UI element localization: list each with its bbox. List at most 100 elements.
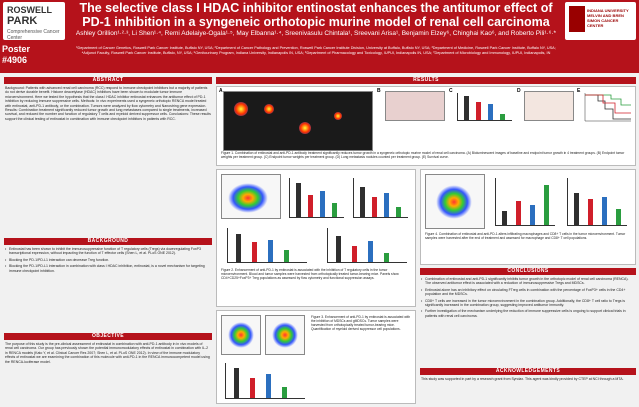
bar-entinostat <box>588 199 593 225</box>
list-item: Entinostat alone has an inhibitory effec… <box>421 288 635 297</box>
bar-anti-pd1 <box>320 191 325 217</box>
bar-entinostat <box>476 102 481 120</box>
tumor-signal-icon <box>234 102 248 116</box>
panel-label-d: D <box>517 88 521 94</box>
bar-combination <box>396 207 401 217</box>
macrophage-chart <box>567 178 627 226</box>
poster-header: ROSWELL PARK Comprehensive Cancer Center… <box>0 0 639 73</box>
density-plot-icon <box>272 322 298 348</box>
bar-anti-pd1 <box>266 374 271 398</box>
poster-number: Poster #4906 <box>2 44 38 66</box>
list-item: Combination of entinostat and anti-PD-1 … <box>421 277 635 286</box>
bar-combination <box>284 250 289 262</box>
background-list: Entinostat has been shown to inhibit the… <box>5 247 211 329</box>
author-list: Ashley Orillion¹·²·³, Li Shen¹·⁴, Remi A… <box>75 30 557 37</box>
bioluminescence-images <box>223 91 373 151</box>
figure-2: Figure 2. Enhancement of anti-PD-1 by en… <box>216 169 416 307</box>
mdsc-chart <box>225 363 305 399</box>
bar-entinostat <box>372 197 377 217</box>
bar-anti-pd1 <box>602 197 607 225</box>
bar-entinostat <box>250 378 255 398</box>
figure-2-caption: Figure 2. Enhancement of anti-PD-1 by en… <box>221 268 399 281</box>
bar-control <box>336 236 341 262</box>
treg-blood-chart <box>289 178 344 218</box>
results-heading: RESULTS <box>216 77 636 84</box>
bar-entinostat <box>252 242 257 262</box>
objective-text: The purpose of this study is the pre-cli… <box>5 342 210 364</box>
foxp3-chart <box>327 228 407 263</box>
bar-combination <box>616 209 621 225</box>
indiana-university-logo: INDIANA UNIVERSITY MELVIN AND BREN SIMON… <box>565 2 636 40</box>
affiliations: ¹Department of Cancer Genetics, Roswell … <box>76 46 556 55</box>
bar-combination <box>500 114 505 120</box>
objective-heading: OBJECTIVE <box>4 333 212 340</box>
density-plot-icon <box>436 185 472 219</box>
bar-combination <box>544 185 549 225</box>
tumor-signal-icon <box>334 112 342 120</box>
list-item: Further investigation of the mechanism u… <box>421 309 635 318</box>
bar-control <box>360 187 365 217</box>
flow-plot <box>221 174 281 219</box>
figure-3-caption: Figure 3. Enhancement of anti-PD-1 by en… <box>311 315 411 332</box>
figure-1-caption: Figure 1. Combination of entinostat and … <box>221 151 625 160</box>
abstract-text: Background: Patients with advanced renal… <box>5 86 211 121</box>
bar-control <box>296 183 301 217</box>
bar-control <box>574 193 579 225</box>
tumor-weight-chart <box>457 93 512 121</box>
bar-anti-pd1 <box>368 241 373 262</box>
poster-label: Poster <box>2 44 31 54</box>
bar-control <box>234 368 239 398</box>
panel-label-c: C <box>449 88 453 94</box>
logo-text-1: ROSWELL <box>7 5 52 15</box>
cd8-chart <box>495 178 555 226</box>
density-plot-icon <box>228 322 254 348</box>
bar-entinostat <box>308 195 313 217</box>
bar-control <box>502 211 507 225</box>
figure-4-caption: Figure 4. Combination of entinostat and … <box>425 232 626 241</box>
bar-anti-pd1 <box>530 205 535 225</box>
figure-4: Figure 4. Combination of entinostat and … <box>420 169 636 265</box>
iu-logo-text: INDIANA UNIVERSITY MELVIN AND BREN SIMON… <box>587 8 629 28</box>
bar-anti-pd1 <box>384 193 389 217</box>
acknowledgements-text: This study was supported in part by a re… <box>421 377 624 381</box>
tumor-photo <box>385 91 445 121</box>
list-item: CD8+ T cells are increased in the tumor … <box>421 299 635 308</box>
bar-entinostat <box>352 246 357 262</box>
abstract-heading: ABSTRACT <box>4 77 212 84</box>
bar-combination <box>332 203 337 217</box>
list-item: Blocking the PD-1/PD-L1 interaction can … <box>5 258 211 263</box>
density-plot-icon <box>228 183 268 213</box>
figure-3: Figure 3. Enhancement of anti-PD-1 by en… <box>216 310 416 404</box>
logo-tagline: Comprehensive Cancer Center <box>7 29 60 41</box>
lung-metastasis-images <box>524 91 574 121</box>
panel-label-b: B <box>377 88 381 94</box>
conclusions-list: Combination of entinostat and anti-PD-1 … <box>421 277 635 365</box>
tumor-signal-icon <box>299 122 311 134</box>
list-item: Blocking the PD-1/PD-L1 interaction in c… <box>5 264 211 273</box>
bar-control <box>464 96 469 120</box>
conclusions-heading: CONCLUSIONS <box>420 268 636 275</box>
bar-control <box>236 234 241 262</box>
logo-text-2: PARK <box>7 15 38 27</box>
iu-trident-icon <box>569 6 585 32</box>
cd8-flow-plot <box>425 174 485 229</box>
tumor-signal-icon <box>264 104 274 114</box>
figure-1: A B C D E Figure 1. Combination of entin… <box>216 86 636 166</box>
mdsc-flow-plot <box>221 315 261 355</box>
panel-label-a: A <box>219 88 223 94</box>
gmdsc-flow-plot <box>265 315 305 355</box>
acknowledgements-heading: ACKNOWLEDGEMENTS <box>420 368 636 375</box>
roswell-park-logo: ROSWELL PARK Comprehensive Cancer Center <box>3 2 65 41</box>
survival-curve <box>584 93 631 122</box>
bar-entinostat <box>516 201 521 225</box>
panel-label-e: E <box>577 88 581 94</box>
bar-anti-pd1 <box>488 104 493 120</box>
bar-combination <box>384 253 389 262</box>
bar-anti-pd1 <box>268 240 273 262</box>
bar-combination <box>282 387 287 398</box>
list-item: Entinostat has been shown to inhibit the… <box>5 247 211 256</box>
suppression-assay-chart <box>227 228 307 263</box>
poster-title: The selective class I HDAC inhibitor ent… <box>79 1 553 29</box>
background-heading: BACKGROUND <box>4 238 212 245</box>
poster-id: #4906 <box>2 55 28 65</box>
